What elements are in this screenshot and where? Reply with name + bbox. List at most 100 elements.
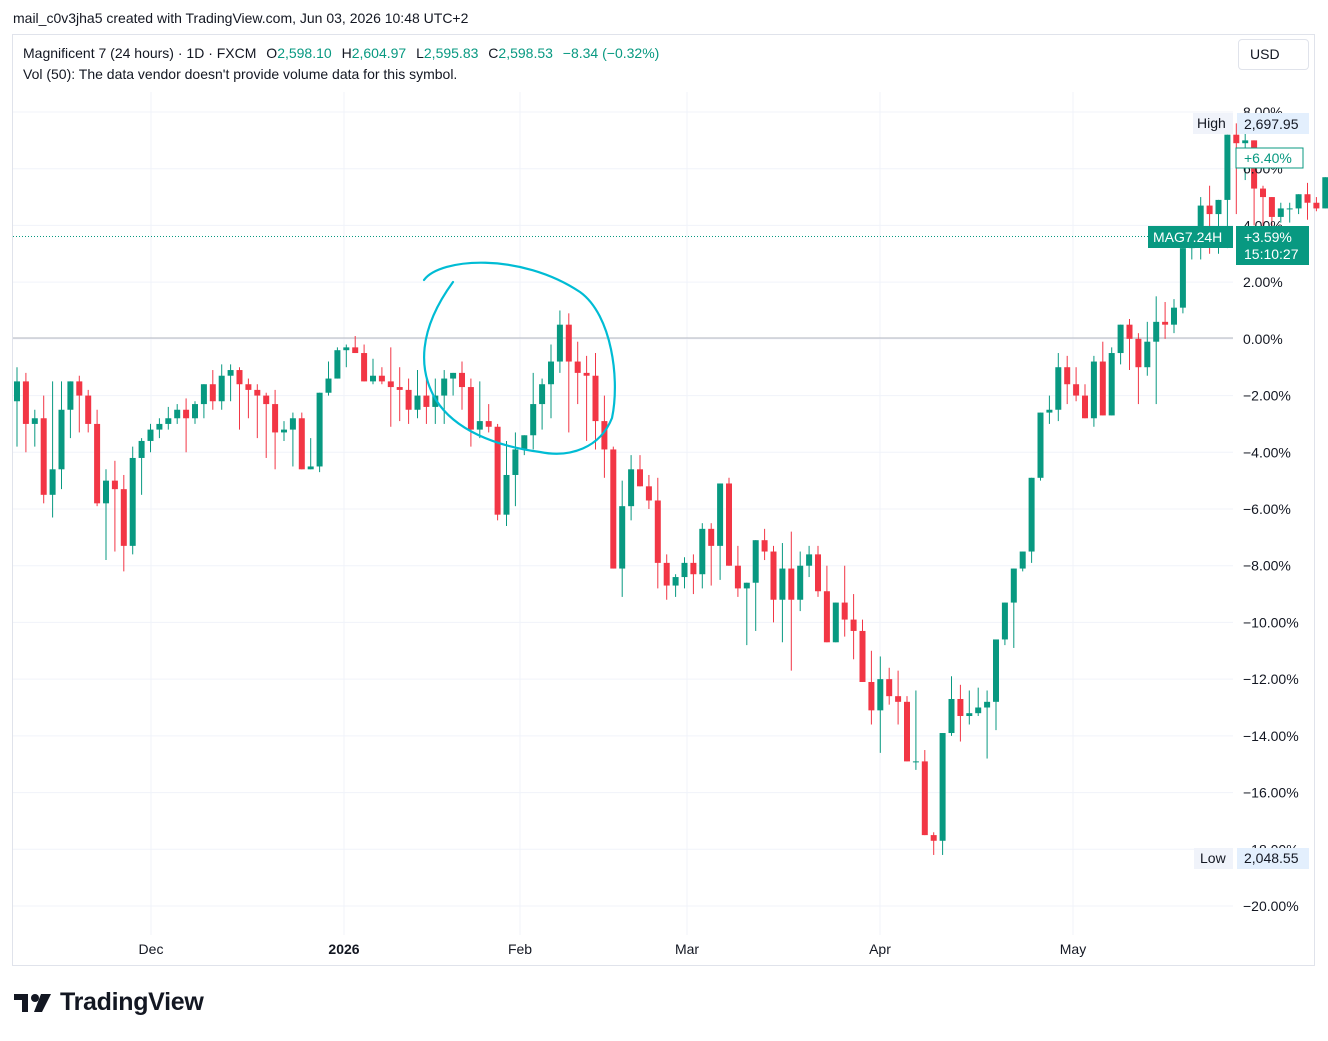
candle-body — [1197, 205, 1204, 232]
candle-body — [423, 395, 430, 407]
candle-body — [1099, 361, 1106, 416]
candle-body — [218, 375, 225, 402]
candle-body — [886, 679, 893, 697]
candle-body — [289, 418, 296, 430]
chart-frame — [12, 34, 1315, 966]
x-tick-label: May — [1060, 941, 1086, 957]
candle-body — [1233, 134, 1240, 144]
low-key: L — [416, 45, 424, 61]
candle-body — [1295, 194, 1302, 209]
candle-body — [1135, 338, 1142, 368]
candle-body — [1019, 551, 1026, 569]
x-tick-label: Apr — [869, 941, 891, 957]
candle-body — [912, 761, 919, 763]
candle-body — [441, 378, 448, 396]
candle-body — [850, 619, 857, 631]
currency-button[interactable]: USD — [1238, 39, 1309, 70]
candle-body — [467, 387, 474, 430]
candle-body — [494, 426, 501, 515]
candle-body — [49, 469, 56, 495]
high-value: 2,697.95 — [1244, 116, 1299, 132]
symbol-title[interactable]: Magnificent 7 (24 hours) · 1D · FXCM — [23, 45, 257, 61]
candle-body — [1179, 248, 1186, 308]
symbol-legend: Magnificent 7 (24 hours) · 1D · FXCM O2,… — [23, 45, 659, 61]
low-value: 2,595.83 — [423, 45, 479, 61]
change-value: −8.34 (−0.32%) — [562, 45, 660, 61]
candle-body — [1153, 321, 1160, 342]
candle-body — [236, 370, 243, 385]
candle-body — [539, 384, 546, 405]
high-value: 2,604.97 — [351, 45, 407, 61]
candle-body — [22, 381, 29, 424]
tradingview-logo-icon — [14, 993, 51, 1012]
candle-body — [76, 381, 83, 396]
candle-body — [485, 421, 492, 427]
candle-body — [1215, 199, 1222, 215]
low-label-bg — [1194, 848, 1233, 869]
y-tick-label: −6.00% — [1243, 501, 1291, 517]
candle-body — [111, 480, 118, 490]
candle-body — [352, 347, 359, 354]
x-tick-label: Dec — [139, 941, 164, 957]
candle-body — [1268, 197, 1275, 217]
candle-body — [548, 361, 554, 385]
candle-body — [948, 698, 955, 734]
candle-body — [832, 602, 839, 643]
candle-body — [192, 404, 198, 419]
y-tick-label: 0.00% — [1243, 331, 1283, 347]
candle-body — [396, 387, 403, 390]
candle-body — [263, 395, 270, 405]
candle-body — [761, 540, 768, 552]
candle-body — [654, 500, 661, 563]
candle-body — [174, 409, 181, 419]
candles — [14, 123, 1328, 855]
candle-body — [556, 324, 563, 362]
candle-body — [601, 421, 608, 450]
candle-body — [245, 384, 252, 390]
open-value: 2,598.10 — [277, 45, 332, 61]
candle-body — [1126, 324, 1133, 339]
candle-body — [414, 395, 421, 410]
candle-body — [209, 384, 216, 402]
candle-body — [298, 418, 305, 470]
low-value: 2,048.55 — [1244, 850, 1299, 866]
candle-body — [1010, 568, 1017, 603]
candle-body — [361, 353, 368, 382]
candle-body — [815, 554, 821, 592]
low-label: Low — [1200, 850, 1227, 866]
candle-body — [993, 639, 999, 702]
candle-body — [476, 421, 483, 430]
candle-body — [1162, 321, 1169, 325]
candle-body — [592, 375, 599, 422]
candle-body — [930, 835, 937, 841]
candle-body — [40, 418, 47, 495]
candle-body — [726, 483, 732, 566]
candle-body — [103, 480, 109, 504]
candle-body — [1304, 194, 1311, 203]
candle-body — [734, 565, 741, 589]
y-tick-label: −2.00% — [1243, 388, 1291, 404]
candle-body — [939, 733, 946, 841]
candle-body — [459, 372, 465, 388]
open-key: O — [266, 45, 278, 61]
x-tick-label: Mar — [675, 941, 699, 957]
y-tick-label: −8.00% — [1243, 558, 1291, 574]
candle-body — [957, 698, 964, 717]
last-price-badge-bg — [1236, 226, 1309, 265]
y-tick-label: −14.00% — [1243, 728, 1299, 744]
volume-note: Vol (50): The data vendor doesn't provid… — [23, 66, 458, 82]
candle-body — [1055, 367, 1062, 410]
candle-body — [583, 372, 590, 376]
high-label-bg — [1193, 113, 1233, 134]
candle-body — [565, 324, 572, 362]
high-key: H — [341, 45, 352, 61]
y-tick-label: −10.00% — [1243, 614, 1299, 630]
candle-body — [281, 429, 287, 433]
candle-body — [743, 582, 750, 589]
candle-body — [272, 404, 279, 433]
annotation-circle — [422, 261, 616, 455]
tradingview-logo[interactable]: TradingView — [14, 988, 204, 1017]
candle-body — [1277, 208, 1284, 217]
ticker-label-bg — [1148, 226, 1233, 248]
